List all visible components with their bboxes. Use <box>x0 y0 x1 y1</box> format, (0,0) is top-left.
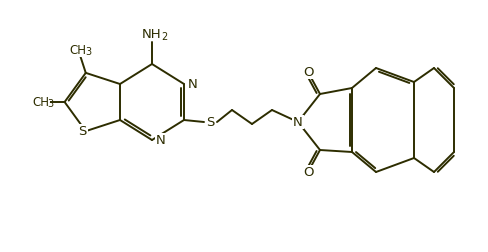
Text: NH: NH <box>142 27 162 41</box>
Text: 2: 2 <box>161 32 167 42</box>
Text: N: N <box>292 115 302 129</box>
Text: O: O <box>302 66 313 79</box>
Text: N: N <box>156 134 165 146</box>
Text: 3: 3 <box>47 99 54 109</box>
Text: O: O <box>302 166 313 178</box>
Text: 3: 3 <box>85 47 91 57</box>
Text: S: S <box>205 115 214 129</box>
Text: N: N <box>188 78 198 90</box>
Text: CH: CH <box>32 96 49 109</box>
Text: S: S <box>79 125 87 138</box>
Text: CH: CH <box>70 44 87 56</box>
